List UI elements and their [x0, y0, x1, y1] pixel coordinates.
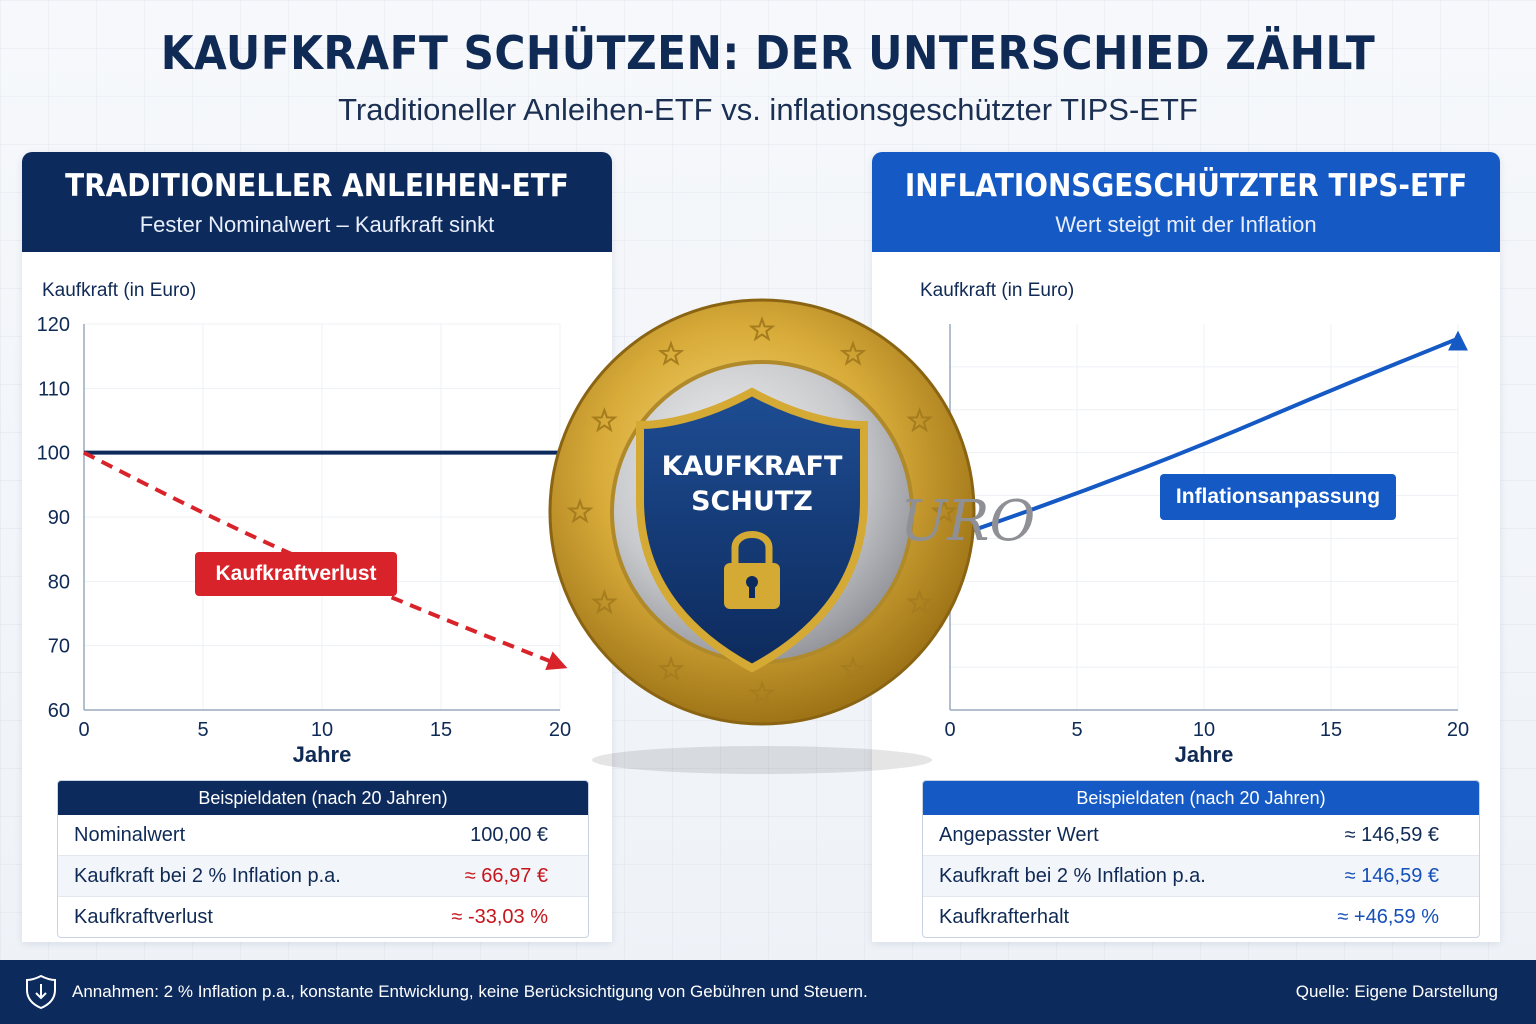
x-axis-label: Jahre	[293, 742, 352, 767]
row-label: Kaufkraftverlust	[74, 906, 213, 928]
row-label: Kaufkrafterhalt	[939, 906, 1070, 928]
right-panel-title: INFLATIONSGESCHÜTZTER TIPS-ETF	[904, 168, 1468, 204]
y-axis-label: Kaufkraft (in Euro)	[920, 280, 1074, 301]
y-tick-label: 90	[48, 507, 70, 529]
coin-star	[839, 340, 867, 366]
footer-note: Annahmen: 2 % Inflation p.a., konstante …	[72, 982, 868, 1001]
x-tick-label: 20	[549, 719, 571, 741]
right-table-header: Beispieldaten (nach 20 Jahren)	[923, 781, 1479, 815]
table-row: Kaufkraftverlust ≈ -33,03 %	[58, 896, 588, 937]
x-tick-label: 5	[197, 719, 208, 741]
x-tick-label: 15	[1320, 719, 1342, 741]
coin-star	[906, 589, 933, 615]
right-panel-header: INFLATIONSGESCHÜTZTER TIPS-ETF Wert stei…	[872, 152, 1500, 252]
coin-star	[839, 655, 867, 681]
shield-text-line1: KAUFKRAFT	[662, 451, 843, 482]
padlock-icon	[724, 531, 780, 609]
left-chart: 60 70 80 90 100 110 120 0 5 10 15 20 Kaufkraft (in E…	[37, 280, 572, 767]
series-line-0	[949, 333, 1466, 541]
y-tick-label: 110	[38, 378, 70, 400]
x-tick-label: 5	[1071, 719, 1082, 741]
left-table-header: Beispieldaten (nach 20 Jahren)	[58, 781, 588, 815]
coin-star	[591, 589, 618, 615]
left-data-table: Beispieldaten (nach 20 Jahren) Nominalwe…	[57, 780, 589, 938]
coin-star	[657, 655, 685, 681]
x-tick-label: 10	[311, 719, 333, 741]
right-data-table: Beispieldaten (nach 20 Jahren) Angepasst…	[922, 780, 1480, 938]
table-row: Kaufkraft bei 2 % Inflation p.a. ≈ 66,97…	[58, 855, 588, 896]
coin-star	[591, 407, 618, 433]
left-panel-title: TRADITIONELLER ANLEIHEN-ETF	[65, 168, 569, 204]
coin-star	[748, 679, 776, 706]
shield-icon	[26, 974, 56, 1010]
y-tick-label: 70	[48, 636, 70, 658]
y-tick-label: 80	[48, 571, 70, 593]
y-axis-label: Kaufkraft (in Euro)	[42, 280, 196, 301]
kaufkraftverlust-label: Kaufkraftverlust	[215, 562, 377, 585]
x-axis-label: Jahre	[1175, 742, 1234, 767]
table-row: Kaufkraft bei 2 % Inflation p.a. ≈ 146,5…	[923, 855, 1479, 896]
x-tick-label: 0	[78, 719, 89, 741]
y-tick-label: 120	[37, 314, 70, 336]
footer: Annahmen: 2 % Inflation p.a., konstante …	[0, 960, 1536, 1024]
row-value: ≈ +46,59 %	[1337, 906, 1439, 928]
kaufkraftverlust-badge: Kaufkraftverlust	[195, 552, 397, 596]
row-value: ≈ 146,59 €	[1344, 865, 1439, 887]
left-panel-header: TRADITIONELLER ANLEIHEN-ETF Fester Nomin…	[22, 152, 612, 252]
coin-euro-lettering: URO	[900, 489, 1035, 554]
x-tick-label: 20	[1447, 719, 1469, 741]
x-tick-label: 10	[1193, 719, 1215, 741]
row-label: Kaufkraft bei 2 % Inflation p.a.	[74, 865, 341, 887]
inflationsanpassung-badge: Inflationsanpassung	[1160, 474, 1396, 520]
coin-star	[657, 340, 685, 366]
coin-star	[748, 315, 776, 342]
page-title: KAUFKRAFT SCHÜTZEN: DER UNTERSCHIED ZÄHL…	[160, 26, 1376, 80]
row-value: ≈ 146,59 €	[1344, 824, 1439, 846]
inflationsanpassung-label: Inflationsanpassung	[1175, 485, 1381, 508]
x-tick-label: 0	[944, 719, 955, 741]
table-row: Nominalwert 100,00 €	[58, 815, 588, 855]
table-row: Kaufkrafterhalt ≈ +46,59 %	[923, 896, 1479, 937]
y-tick-label: 60	[48, 700, 70, 722]
table-row: Angepasster Wert ≈ 146,59 €	[923, 815, 1479, 855]
row-value: ≈ 66,97 €	[464, 865, 548, 887]
left-panel-subtitle: Fester Nominalwert – Kaufkraft sinkt	[139, 212, 495, 237]
coin-star	[906, 407, 933, 433]
row-label: Nominalwert	[74, 824, 186, 846]
x-tick-label: 15	[430, 719, 452, 741]
coin-star	[566, 497, 594, 524]
page-subtitle: Traditioneller Anleihen-ETF vs. inflatio…	[338, 92, 1198, 127]
row-label: Kaufkraft bei 2 % Inflation p.a.	[939, 865, 1206, 887]
y-tick-label: 100	[37, 443, 70, 465]
shield-text-line2: SCHUTZ	[691, 486, 813, 517]
coin-star	[930, 497, 958, 524]
right-panel-subtitle: Wert steigt mit der Inflation	[1055, 212, 1317, 237]
shield-icon: KAUFKRAFT SCHUTZ	[636, 387, 868, 673]
row-value: ≈ -33,03 %	[451, 906, 548, 928]
row-value: 100,00 €	[470, 824, 548, 846]
footer-source: Quelle: Eigene Darstellung	[1295, 982, 1498, 1001]
row-label: Angepasster Wert	[939, 824, 1099, 846]
